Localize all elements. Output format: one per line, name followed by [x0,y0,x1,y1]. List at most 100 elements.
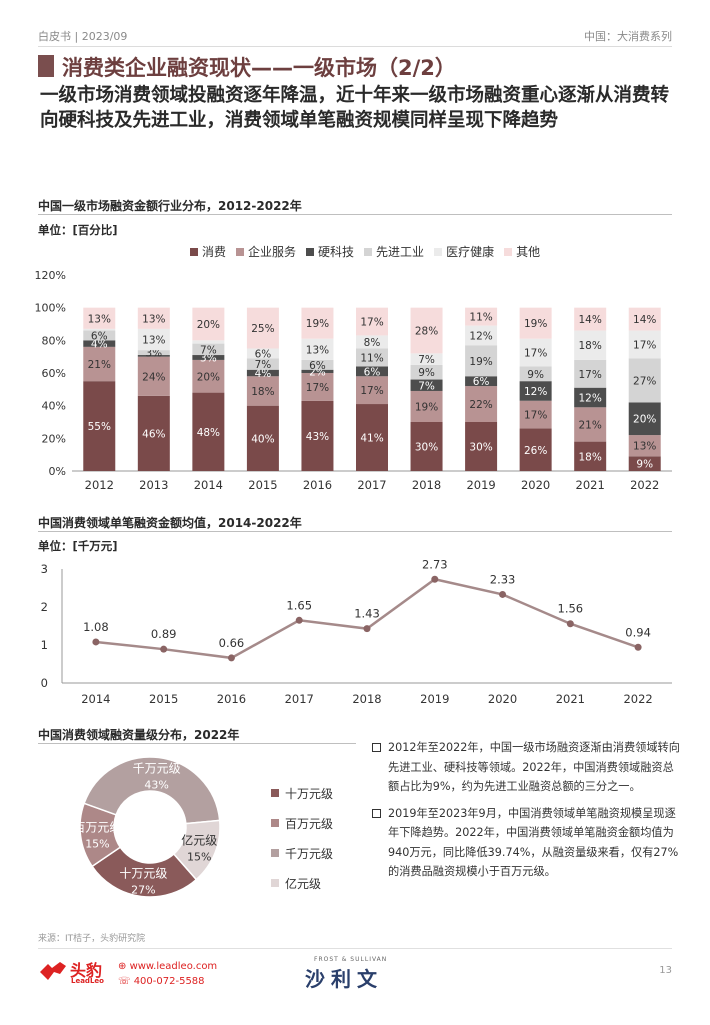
chart1-title: 中国一级市场融资金额行业分布，2012-2022年 [38,199,302,213]
bar-segment [574,330,607,360]
stacked-bar-chart: 0%20%40%60%80%100%120%55%21%4%6%13%20124… [35,269,672,492]
data-point [295,616,303,624]
phone-icon: ☏ [118,976,134,987]
bar-label: 12% [469,330,492,342]
bar-label: 11% [469,312,492,324]
slice-pct: 43% [144,778,168,791]
bar-label: 13% [142,313,165,325]
bar-label: 30% [469,442,492,454]
y-tick-label: 3 [41,562,48,576]
bar-label: 21% [88,359,111,371]
slice-pct: 15% [187,851,211,864]
data-label: 0.94 [625,625,651,639]
slice-label: 百万元级 [73,821,121,835]
bar-label: 14% [633,314,656,326]
data-label: 0.66 [219,636,245,650]
bar-segment [356,404,388,471]
bar-segment [519,366,552,382]
legend-label: 消费 [202,245,227,259]
slice-label: 亿元级 [181,833,217,848]
bar-segment [465,386,498,422]
bar-label: 26% [524,445,547,457]
chart2-unit: 单位：[千万元] [38,539,118,553]
chart1-unit: 单位：[百分比] [38,223,118,237]
bar-segment [301,307,334,339]
website-text: www.leadleo.com [129,961,218,972]
bar-label: 18% [251,386,274,398]
bar-label: 19% [469,356,492,368]
bar-label: 4% [91,339,108,351]
bar-label: 7% [418,380,435,392]
bar-segment [246,369,279,377]
source-note: 来源：IT桔子，头豹研究院 [38,934,146,944]
legend-item: 其他 [504,243,540,260]
data-point [160,645,168,653]
bar-label: 14% [579,314,602,326]
phone-text: 400-072-5588 [133,976,205,987]
y-tick-label: 1 [41,638,48,652]
bar-segment [574,387,607,408]
bar-label: 30% [415,442,438,454]
bar-segment [192,355,225,360]
bar-label: 17% [633,339,656,351]
bar-segment [465,325,498,346]
bar-segment [83,307,116,329]
legend-swatch [271,879,279,887]
bar-label: 6% [364,366,381,378]
bar-segment [410,379,443,391]
bar-segment [83,381,116,471]
bar-segment [356,348,388,367]
footer-website[interactable]: ⊕ www.leadleo.com [118,961,217,972]
donut-chart: 十万元级 27% 百万元级 15% 千万元级 43% 亿元级 15% [73,756,221,898]
bar-segment [628,456,661,471]
x-tick-label: 2016 [217,692,246,706]
bar-segment [137,307,170,329]
bar-label: 25% [251,323,274,335]
bar-segment [301,359,334,370]
slice-label: 十万元级 [119,867,167,881]
bar-label: 20% [197,319,220,331]
data-label: 2.73 [422,557,448,571]
legend-label: 十万元级 [285,786,334,801]
bar-label: 40% [251,433,274,445]
data-point [566,620,574,628]
bar-segment [192,392,225,471]
partner-logo-en: FROST & SULLIVAN [314,956,388,963]
legend-item: 亿元级 [271,868,333,898]
bar-segment [519,338,552,367]
bar-label: 7% [255,359,272,371]
legend-item: 消费 [190,243,226,260]
bar-label: 13% [306,344,329,356]
bar-label: 27% [633,375,656,387]
logo-cn: 头豹 [70,961,103,980]
bar-label: 19% [306,318,329,330]
bar-segment [301,400,334,471]
bar-segment [246,405,279,471]
legend-swatch [190,247,198,256]
legend-item: 千万元级 [271,838,333,868]
footer-divider [38,948,672,949]
bar-segment [356,366,388,377]
x-tick-label: 2017 [285,692,314,706]
bar-label: 19% [415,401,438,413]
bar-segment [192,343,225,356]
x-tick-label: 2018 [412,478,441,492]
bullet-list: 2012年至2022年，中国一级市场融资逐渐由消费领域转向先进工业、硬科技等领域… [372,738,680,889]
legend-swatch [504,247,513,256]
legend-label: 其他 [516,245,541,259]
legend-label: 硬科技 [318,245,355,259]
data-point [431,575,439,583]
bar-label: 13% [142,335,165,347]
x-tick-label: 2020 [488,692,517,706]
bar-label: 46% [142,428,165,440]
bar-segment [246,376,279,406]
bar-segment [356,376,388,405]
bullet-item: 2012年至2022年，中国一级市场融资逐渐由消费领域转向先进工业、硬科技等领域… [372,738,680,797]
bar-label: 19% [524,318,547,330]
leadleo-logo-icon [40,962,66,980]
bullet-text: 2019年至2023年9月，中国消费领域单笔融资规模呈现逐年下降趋势。2022年… [388,806,679,879]
bar-segment [410,307,443,354]
footer-phone: ☏ 400-072-5588 [118,976,205,987]
header-divider [38,46,672,47]
x-tick-label: 2015 [149,692,178,706]
